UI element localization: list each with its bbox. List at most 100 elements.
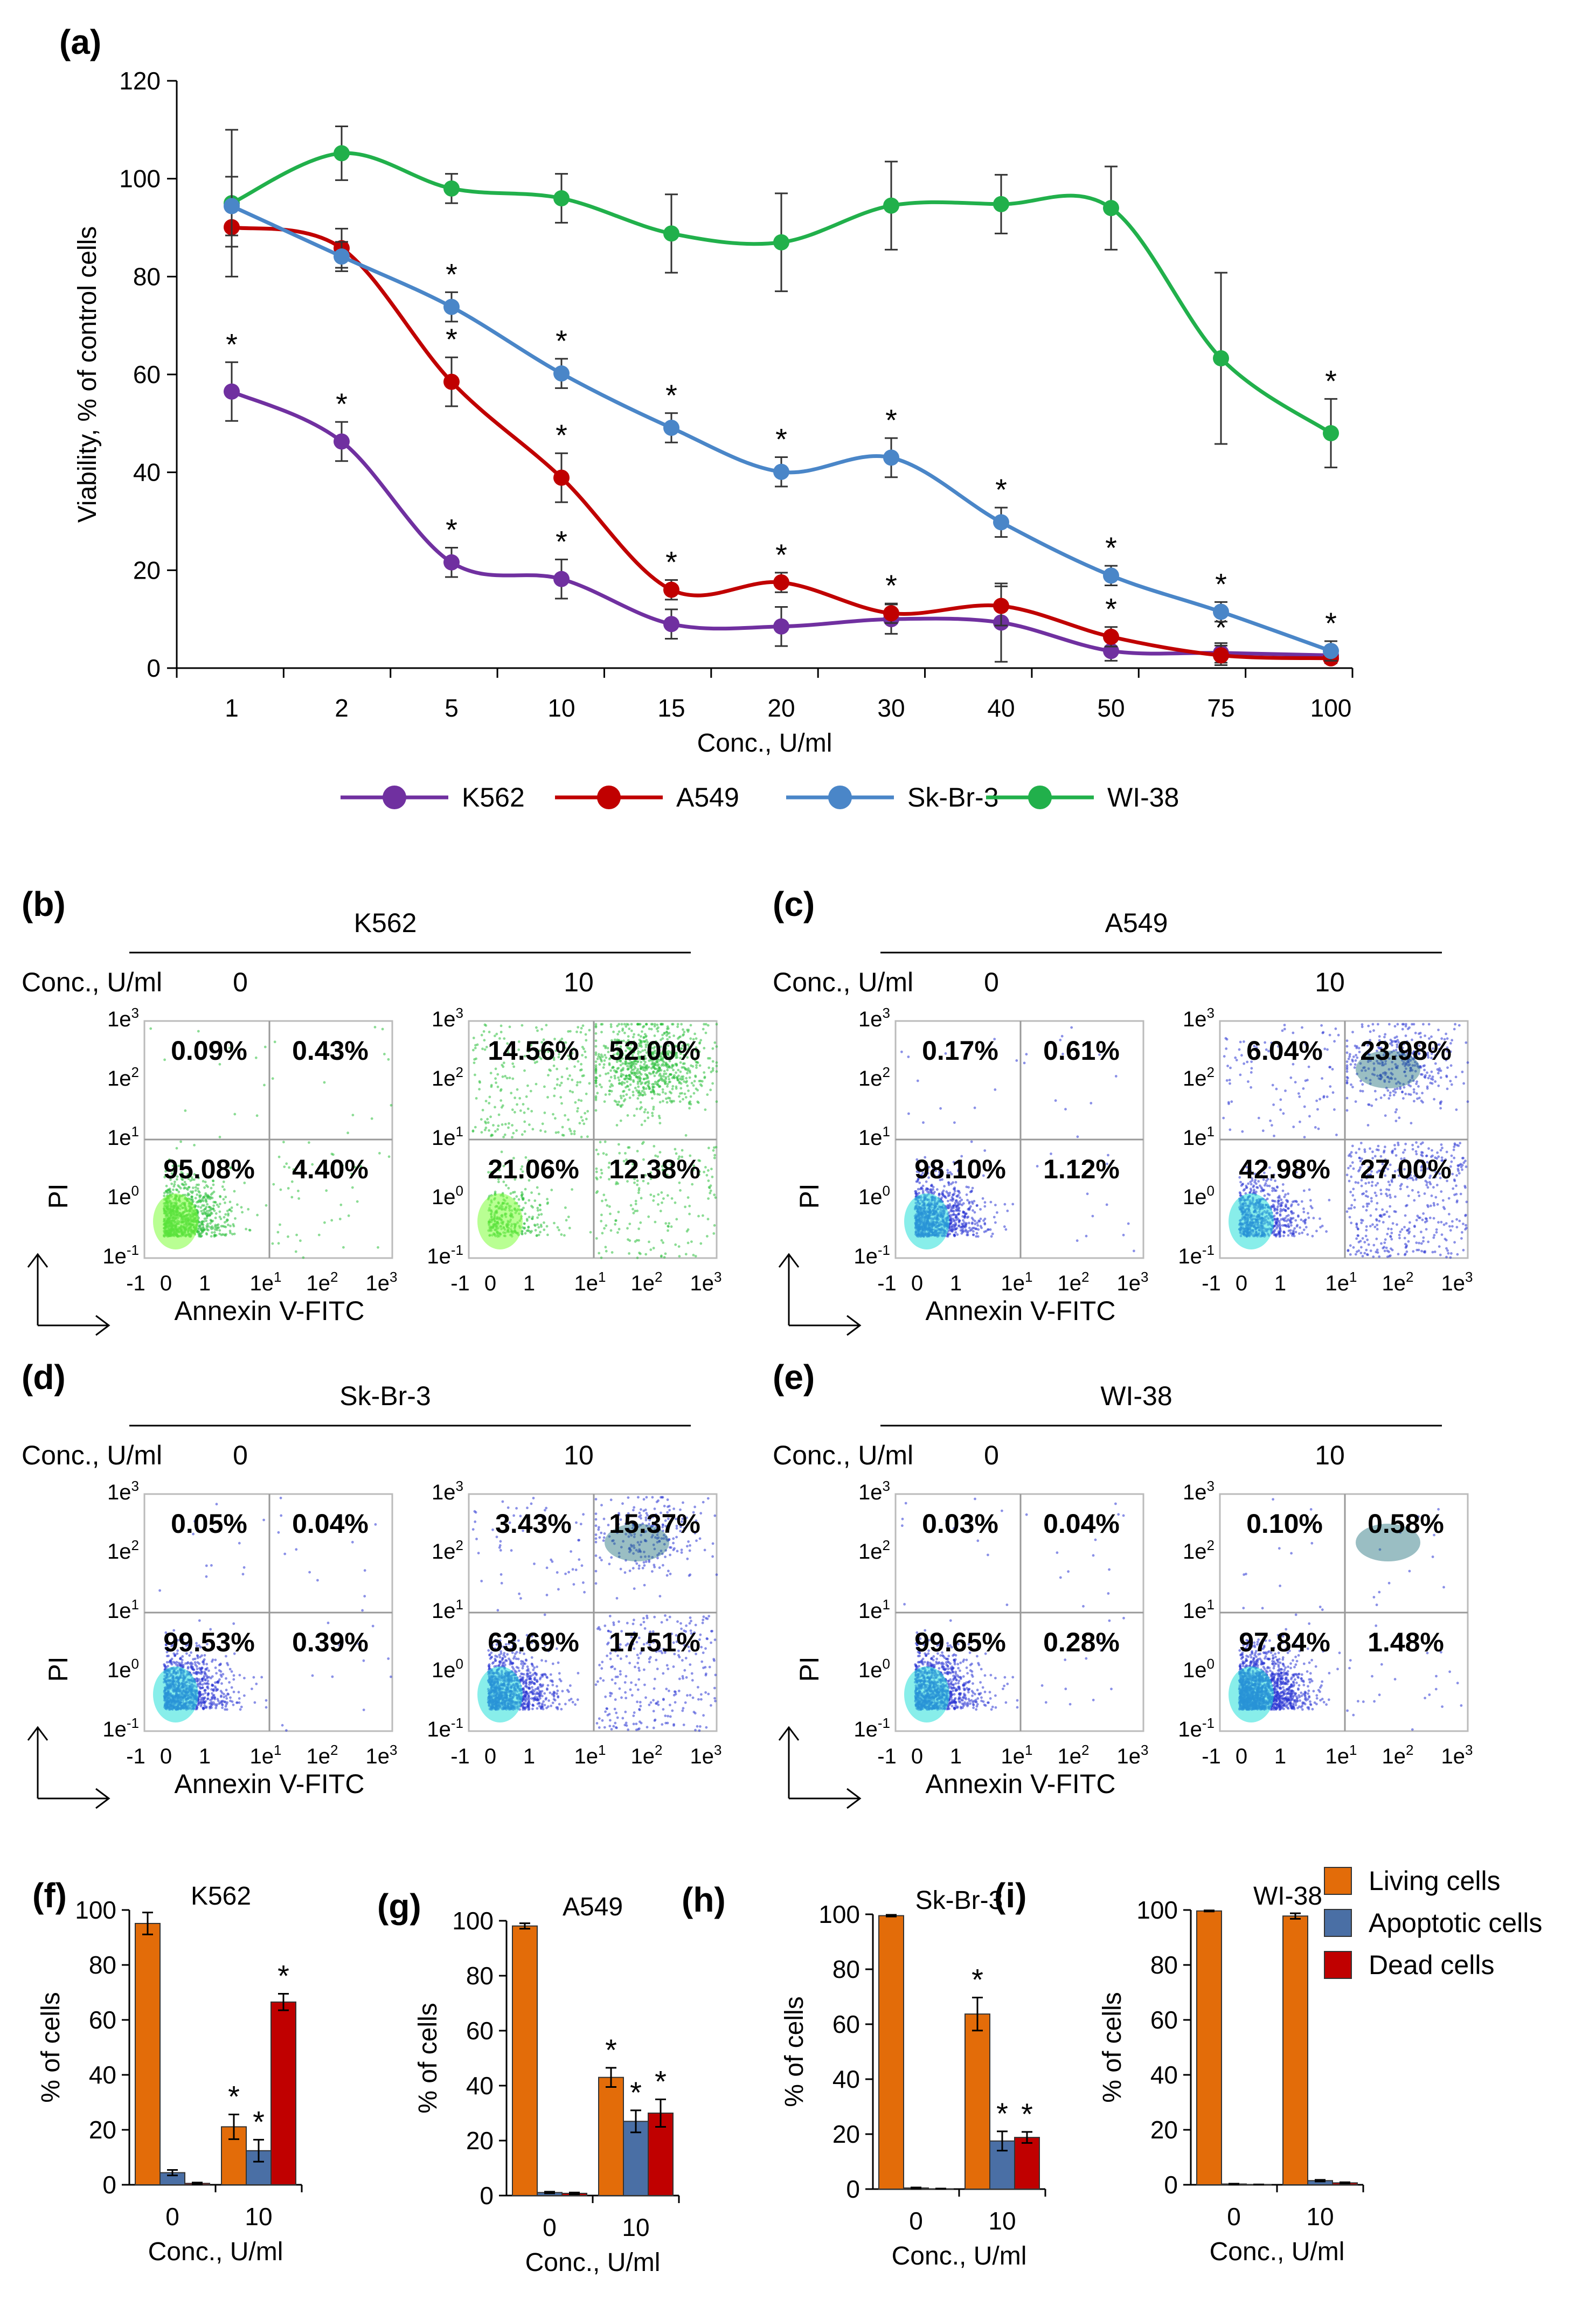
event-dot [684,1253,688,1256]
event-dot [181,1178,184,1182]
event-dot [209,1226,212,1229]
event-dot [1293,1227,1296,1230]
event-dot [614,1159,616,1163]
event-dot [643,1120,647,1122]
event-dot [932,1185,935,1189]
event-dot [598,1252,601,1255]
event-dot [1307,1212,1309,1215]
event-dot [550,1189,553,1192]
event-dot [622,1094,625,1098]
significance-star: * [1105,531,1117,565]
event-dot [172,1185,176,1188]
event-dot [1432,1236,1435,1239]
event-dot [205,1224,209,1227]
event-dot [1389,1235,1392,1239]
event-dot [552,1113,554,1116]
event-dot [566,1078,570,1080]
event-dot [594,1026,598,1029]
data-point-A549 [1213,647,1229,664]
event-dot [515,1129,518,1132]
event-dot [664,1072,668,1075]
event-dot [511,1108,514,1112]
event-dot [217,1205,220,1208]
event-dot [200,1210,203,1213]
event-dot [640,1082,643,1086]
x-tick-label: 1e2 [1058,1269,1090,1295]
event-dot [975,1204,979,1207]
event-dot [608,1093,611,1096]
x-tick-label: 1e1 [574,1269,606,1295]
x-tick-label: 1 [950,1272,962,1295]
event-dot [538,1192,540,1196]
event-dot [574,1101,577,1104]
event-dot [1387,1227,1390,1231]
event-dot [692,1084,695,1087]
event-dot [682,1098,684,1101]
event-dot [711,1047,714,1050]
event-dot [501,1075,504,1078]
event-dot [949,1229,953,1232]
event-dot [481,1109,484,1112]
event-dot [652,1089,655,1092]
event-dot [228,1230,232,1233]
event-dot [701,1080,704,1083]
event-dot [1287,1207,1290,1210]
event-dot [671,1085,675,1088]
event-dot [594,1095,598,1098]
event-dot [713,1146,716,1149]
event-dot [670,1197,674,1200]
conc-value: 10 [1315,967,1345,997]
event-dot [945,1196,947,1199]
event-dot [636,1150,639,1152]
event-dot [356,1200,359,1203]
event-dot [471,1129,475,1133]
event-dot [941,1193,945,1197]
event-dot [669,1163,672,1166]
x-tick-label-exponent: 3 [1141,1269,1148,1285]
event-dot [390,1104,393,1107]
event-dot [674,1243,677,1246]
event-dot [960,1232,963,1235]
event-dot [504,1075,506,1078]
event-dot [234,1217,237,1220]
event-dot [600,1031,603,1033]
quadrant-ur-percent: 0.61% [1043,1036,1120,1066]
event-dot [236,1203,239,1206]
event-dot [495,1081,497,1084]
event-dot [689,1154,692,1157]
event-dot [163,1058,166,1061]
event-dot [1349,1253,1352,1256]
event-dot [302,1256,305,1259]
event-dot [694,1075,697,1078]
event-dot [508,1025,511,1029]
flow-panel-title: A549 [1105,908,1168,938]
event-dot [524,1232,527,1235]
event-dot [688,1076,691,1079]
event-dot [595,1178,599,1180]
event-dot [1420,1231,1422,1233]
event-dot [644,1108,647,1111]
event-dot [271,1077,274,1080]
event-dot [984,1230,988,1233]
y-tick-label: 1e0 [432,1183,463,1209]
event-dot [202,1224,205,1226]
event-dot [595,1237,598,1240]
event-dot [956,1233,959,1236]
event-dot [204,1192,207,1195]
event-dot [1439,1253,1442,1256]
event-dot [594,1076,598,1080]
event-dot [323,1221,326,1224]
event-dot [505,1076,509,1080]
event-dot [499,1024,503,1027]
event-dot [473,1061,476,1064]
event-dot [970,1200,974,1204]
event-dot [515,1195,518,1198]
event-dot [697,1214,700,1218]
event-dot [522,1206,525,1210]
event-dot [527,1159,530,1162]
event-dot [497,1124,500,1127]
event-dot [1273,1205,1275,1208]
event-dot [170,1182,174,1185]
event-dot [478,1080,481,1083]
event-dot [1420,1249,1423,1253]
